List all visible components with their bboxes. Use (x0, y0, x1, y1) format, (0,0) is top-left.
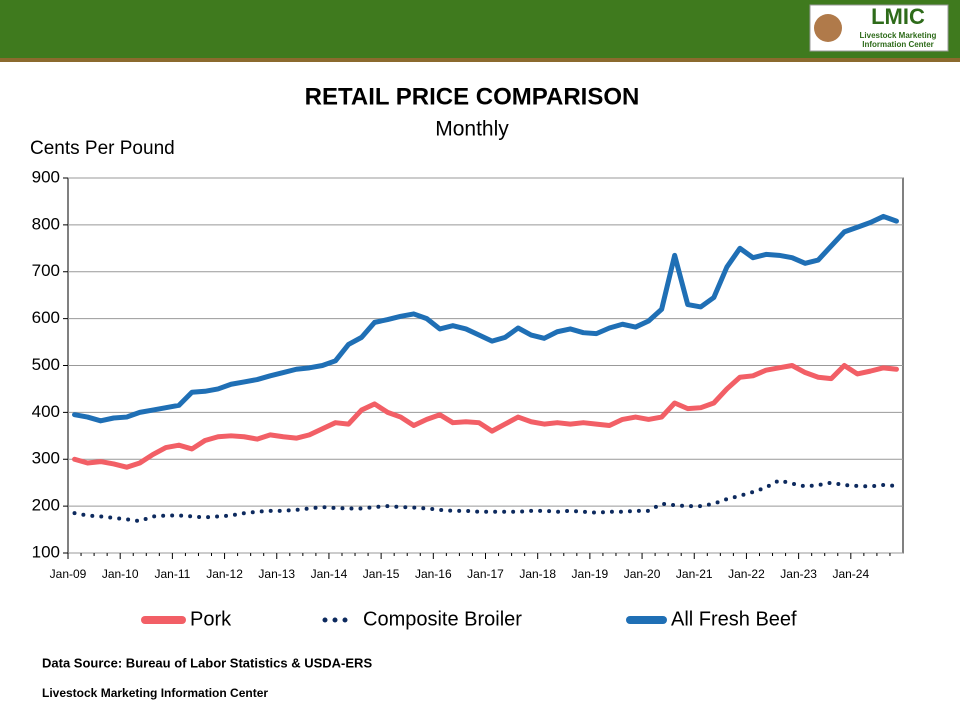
x-tick-label: Jan-20 (624, 567, 661, 581)
y-tick-label: 900 (32, 167, 60, 186)
y-tick-label: 700 (32, 261, 60, 280)
y-tick-label: 600 (32, 308, 60, 327)
logo-icon (814, 14, 842, 42)
x-tick-label: Jan-16 (415, 567, 452, 581)
logo-line: Information Center (862, 40, 934, 49)
series-line (72, 363, 899, 470)
legend-label: Composite Broiler (363, 608, 522, 630)
x-tick-label: Jan-21 (676, 567, 713, 581)
y-axis-label: Cents Per Pound (30, 138, 175, 159)
y-tick-label: 500 (32, 355, 60, 374)
x-tick-label: Jan-14 (311, 567, 348, 581)
footer-source: Data Source: Bureau of Labor Statistics … (42, 655, 372, 670)
y-tick-label: 300 (32, 449, 60, 468)
x-tick-label: Jan-15 (363, 567, 400, 581)
logo-name: LMIC (871, 4, 925, 29)
y-tick-label: 100 (32, 542, 60, 561)
x-tick-label: Jan-09 (50, 567, 87, 581)
legend-label: Pork (190, 608, 232, 630)
x-tick-label: Jan-17 (467, 567, 504, 581)
logo-line: Livestock Marketing (860, 31, 937, 40)
y-tick-label: 400 (32, 402, 60, 421)
y-tick-label: 200 (32, 496, 60, 515)
footer-org: Livestock Marketing Information Center (42, 686, 268, 700)
legend-label: All Fresh Beef (671, 608, 797, 630)
x-tick-label: Jan-24 (832, 567, 869, 581)
y-tick-label: 800 (32, 214, 60, 233)
series-line (72, 478, 899, 524)
x-tick-label: Jan-18 (519, 567, 556, 581)
x-tick-label: Jan-10 (102, 567, 139, 581)
x-tick-label: Jan-12 (206, 567, 243, 581)
x-tick-label: Jan-13 (258, 567, 295, 581)
chart-title: RETAIL PRICE COMPARISON (305, 83, 640, 110)
series-line (72, 213, 899, 424)
x-tick-label: Jan-22 (728, 567, 765, 581)
x-tick-label: Jan-11 (154, 567, 190, 581)
header-band (0, 0, 960, 58)
header-strip (0, 58, 960, 62)
x-tick-label: Jan-19 (572, 567, 609, 581)
x-tick-label: Jan-23 (780, 567, 817, 581)
chart-subtitle: Monthly (435, 118, 509, 141)
